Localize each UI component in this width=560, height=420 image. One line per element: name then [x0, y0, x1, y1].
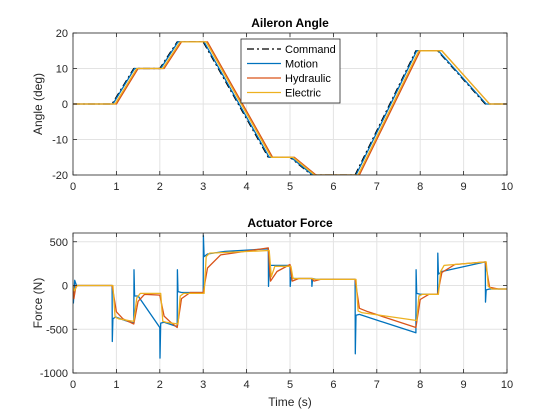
legend-label: Command	[285, 44, 336, 56]
legend: Command Motion Hydraulic Electric	[240, 38, 341, 104]
series-line-electric	[73, 249, 507, 325]
x-tick-label: 9	[461, 181, 467, 193]
x-tick-label: 2	[157, 181, 163, 193]
legend-label: Hydraulic	[285, 73, 331, 85]
y-tick-label: 0	[62, 99, 68, 111]
x-tick-label: 3	[200, 379, 206, 391]
y-tick-label: -1000	[40, 368, 68, 380]
y-tick-label: -20	[52, 170, 68, 182]
x-tick-label: 5	[287, 379, 293, 391]
y-tick-label: 10	[56, 64, 68, 76]
x-tick-label: 2	[157, 379, 163, 391]
legend-label: Electric	[285, 88, 322, 100]
x-tick-label: 6	[330, 379, 336, 391]
y-tick-label: -10	[52, 135, 68, 147]
x-tick-label: 0	[70, 379, 76, 391]
y-tick-label: 500	[50, 237, 68, 249]
chart-panel-1: 0 1 2 3 4 5 6 7 8 9 10 -20 -10 0 10 20 Aileron Angle Angl…	[31, 16, 513, 193]
x-tick-label: 3	[200, 181, 206, 193]
x-tick-label: 5	[287, 181, 293, 193]
y-tick-label: 0	[62, 281, 68, 293]
x-tick-label: 0	[70, 181, 76, 193]
x-tick-label: 4	[244, 181, 250, 193]
chart-panel-2: 0 1 2 3 4 5 6 7 8 9 10 -1000 -500 0 500 Actuator Force F…	[31, 216, 513, 409]
x-tick-label: 9	[461, 379, 467, 391]
x-tick-label: 10	[501, 181, 513, 193]
x-tick-label: 1	[113, 181, 119, 193]
chart-title: Aileron Angle	[251, 16, 329, 30]
x-tick-label: 7	[374, 181, 380, 193]
legend-label: Motion	[285, 59, 318, 71]
x-tick-label: 7	[374, 379, 380, 391]
series-group	[73, 234, 507, 359]
series-line-electric	[73, 41, 507, 175]
x-axis-label: Time (s)	[268, 395, 312, 409]
y-tick-label: 20	[56, 28, 68, 40]
chart-title: Actuator Force	[247, 216, 333, 230]
x-tick-label: 8	[417, 379, 423, 391]
x-tick-label: 6	[330, 181, 336, 193]
series-group	[73, 41, 507, 175]
x-tick-label: 1	[113, 379, 119, 391]
x-tick-label: 10	[501, 379, 513, 391]
x-tick-label: 8	[417, 181, 423, 193]
x-tick-label: 4	[244, 379, 250, 391]
y-axis-label: Angle (deg)	[31, 73, 45, 135]
y-axis-label: Force (N)	[31, 278, 45, 329]
y-tick-label: -500	[46, 324, 68, 336]
